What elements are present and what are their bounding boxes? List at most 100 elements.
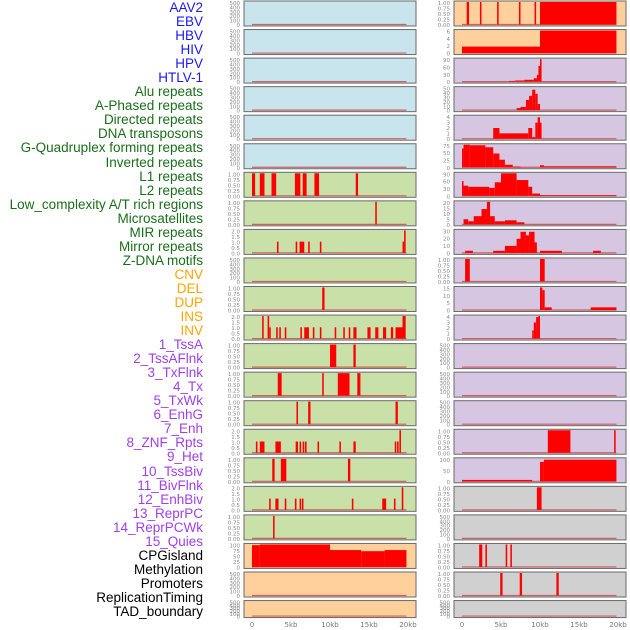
signal-bar (536, 317, 539, 339)
y-tick-label: 0.00 (228, 223, 241, 229)
track-background (243, 86, 417, 113)
signal-bar (300, 327, 302, 339)
x-tick-label: 20kb (399, 621, 417, 629)
y-tick-label: 1.00 (438, 543, 451, 549)
signal-bar (537, 104, 540, 111)
track-background (243, 286, 417, 312)
y-tick-label: 0.75 (438, 549, 451, 555)
signal-bar (384, 550, 407, 567)
y-tick-label: 20 (443, 201, 450, 207)
y-tick-label: 500 (230, 572, 241, 578)
track-background (453, 400, 627, 427)
track-label: 12_EnhBiv (137, 491, 203, 507)
y-tick-label: 30 (443, 229, 450, 235)
y-tick-label: 1.5 (231, 321, 240, 327)
track-label: 8_ZNF_Rpts (126, 435, 203, 451)
y-tick-label: 0 (447, 166, 451, 172)
signal-bar (355, 173, 359, 196)
signal-bar (296, 401, 299, 425)
y-tick-label: 300 (230, 95, 241, 101)
signal-bar (556, 573, 559, 596)
signal-bar (319, 327, 322, 339)
signal-bar (462, 46, 540, 54)
track-background (243, 514, 417, 541)
y-tick-label: 5 (447, 217, 451, 223)
signal-bar (499, 159, 505, 168)
y-tick-label: 0.00 (228, 309, 241, 315)
y-tick-label: 0.25 (438, 446, 451, 452)
y-tick-label: 0.25 (228, 360, 241, 366)
signal-bar (353, 441, 356, 453)
y-tick-label: 100 (230, 104, 241, 110)
track-right: 100 50 0 (440, 457, 627, 486)
signal-bar (401, 487, 404, 510)
track-label: Mirror repeats (118, 238, 203, 254)
track-background (243, 400, 417, 427)
y-tick-label: 500 (230, 258, 241, 264)
y-tick-label: 0.75 (438, 435, 451, 441)
signal-bar (334, 327, 337, 339)
y-tick-label: 400 (230, 262, 241, 268)
signal-bar (542, 290, 545, 310)
signal-bar (494, 182, 501, 196)
y-tick-label: 500 (230, 115, 241, 121)
signal-bar (504, 220, 517, 225)
y-tick-label: 0 (447, 80, 451, 86)
y-tick-label: 0.0 (231, 451, 240, 457)
y-tick-label: 0.0 (231, 337, 240, 343)
signal-bar (317, 441, 320, 453)
signal-bar (361, 551, 385, 567)
track-background (243, 200, 417, 227)
x-tick-label: 0 (250, 621, 254, 629)
track-label: G-Quadruplex forming repeats (20, 140, 203, 156)
y-tick-label: 0.25 (228, 531, 241, 537)
track-left: 1.000.750.500.250.00 (228, 286, 417, 315)
track-left: 2.01.51.00.50.0 (231, 228, 417, 257)
y-tick-label: 100 (230, 47, 241, 53)
y-tick-label: 0.00 (438, 451, 451, 457)
y-tick-label: 0.25 (438, 274, 451, 280)
y-tick-label: 200 (440, 385, 451, 391)
y-tick-label: 100 (230, 76, 241, 82)
signal-bar (463, 219, 469, 225)
signal-bar (276, 327, 278, 339)
y-tick-label: 2.0 (231, 315, 240, 321)
y-tick-label: 1.5 (231, 235, 240, 241)
signal-bar (614, 430, 616, 453)
track-background (243, 29, 417, 56)
y-tick-label: 0.50 (228, 383, 241, 389)
signal-bar (540, 195, 617, 196)
y-tick-label: 0.75 (438, 492, 451, 498)
signal-bar (337, 373, 350, 396)
signal-bar (543, 166, 617, 168)
signal-bar (534, 2, 537, 25)
y-tick-label: 0.75 (228, 178, 241, 184)
y-tick-label: 0 (447, 52, 451, 58)
track-background (243, 57, 417, 84)
signal-bar (397, 441, 399, 453)
track-background (243, 371, 417, 398)
signal-bar (529, 95, 533, 111)
signal-bar (543, 459, 617, 482)
signal-bar (515, 80, 525, 82)
track-label: HTLV-1 (158, 70, 203, 86)
y-tick-label: 300 (230, 38, 241, 44)
track-background (243, 228, 417, 255)
track-right: 1.000.750.500.250.00 (438, 571, 627, 600)
signal-bar (536, 487, 542, 510)
y-tick-label: 50 (443, 469, 450, 475)
y-tick-label: 200 (230, 609, 241, 615)
y-tick-label: 400 (230, 63, 241, 69)
track-label: DNA transposons (97, 126, 203, 142)
signal-bar (275, 441, 281, 453)
track-label: 7_Enh (163, 421, 203, 437)
signal-bar (547, 430, 571, 453)
signal-bar (259, 173, 265, 196)
signal-bar (540, 258, 545, 282)
